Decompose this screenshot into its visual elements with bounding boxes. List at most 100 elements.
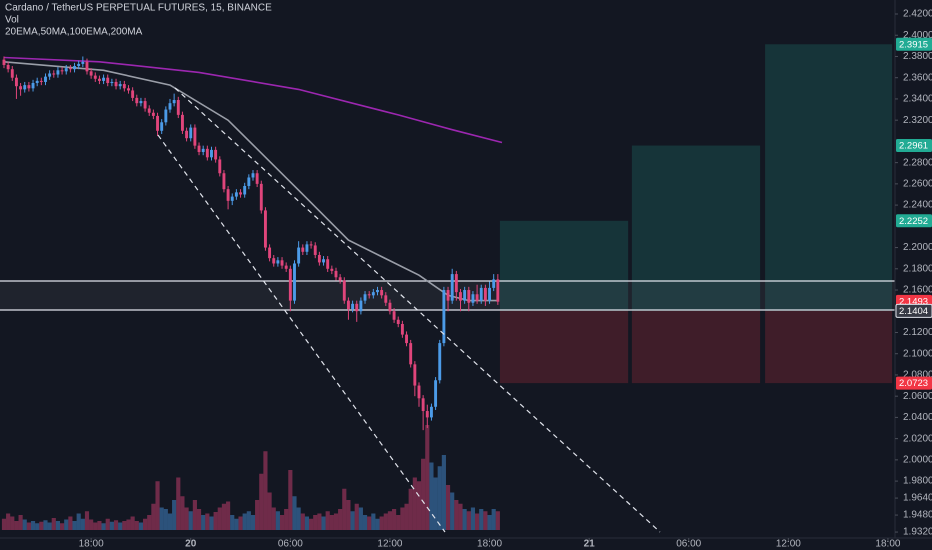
volume-bar <box>64 519 69 530</box>
candle-body <box>268 247 272 259</box>
volume-bar <box>35 523 40 530</box>
volume-bar <box>76 513 81 530</box>
candle-body <box>131 90 135 98</box>
candle-body <box>81 61 85 64</box>
candle-body <box>380 290 384 296</box>
volume-bar <box>188 511 193 530</box>
volume-bar <box>466 511 471 530</box>
volume-bar <box>221 503 227 530</box>
candle-body <box>243 185 247 195</box>
volume-bar <box>445 485 451 530</box>
volume-bar <box>30 521 36 530</box>
volume-bar <box>441 455 446 530</box>
volume-bar <box>358 507 363 530</box>
y-tick-label: 2.4000 <box>903 30 932 41</box>
y-tick-label: 2.0000 <box>903 455 932 466</box>
candle-body <box>56 70 60 75</box>
y-tick-label: 2.0400 <box>903 412 932 423</box>
candle-body <box>197 145 201 153</box>
volume-bar <box>367 516 372 530</box>
candle-body <box>110 81 114 84</box>
candle-body <box>276 260 280 264</box>
volume-bar <box>387 511 393 530</box>
volume-bar <box>346 500 351 530</box>
candle-body <box>338 277 342 281</box>
candle-body <box>106 77 110 84</box>
price-badge-label: 2.1493 <box>899 296 928 307</box>
volume-bar <box>22 519 27 530</box>
candle-body <box>180 114 184 131</box>
volume-bar <box>26 522 31 530</box>
candle-body <box>359 300 363 312</box>
y-tick-label: 2.1600 <box>903 285 932 296</box>
candle-body <box>222 173 226 190</box>
candle-body <box>496 279 500 302</box>
candle-body <box>346 300 350 310</box>
profit-zone <box>499 220 629 311</box>
volume-bar <box>113 520 119 530</box>
volume-bar <box>383 513 388 530</box>
candle-body <box>413 364 417 386</box>
candle-body <box>44 76 47 82</box>
candle-body <box>317 254 321 263</box>
loss-zone <box>631 310 761 384</box>
volume-bar <box>250 515 256 530</box>
candle-body <box>309 244 313 246</box>
y-tick-label: 2.2800 <box>903 157 932 168</box>
volume-bar <box>379 516 384 530</box>
volume-bar <box>105 518 110 530</box>
volume-bar <box>317 513 322 530</box>
candle-body <box>64 68 68 72</box>
candle-body <box>284 265 288 269</box>
y-tick-label: 2.2600 <box>903 179 932 190</box>
volume-bar <box>39 521 44 530</box>
price-badge <box>896 139 932 153</box>
volume-bar <box>201 515 206 530</box>
volume-bar <box>143 518 148 530</box>
volume-bar <box>230 515 235 530</box>
y-tick-label: 2.3800 <box>903 51 932 62</box>
volume-bar <box>55 521 61 530</box>
volume-bar <box>408 488 413 530</box>
volume-bar <box>450 492 455 530</box>
candle-body <box>355 303 359 312</box>
candle-body <box>396 319 400 324</box>
candle-body <box>60 70 64 72</box>
candle-body <box>288 268 292 301</box>
volume-bar <box>176 477 181 530</box>
candle-body <box>218 159 222 174</box>
x-tick-label: 06:00 <box>278 539 303 550</box>
volume-bar <box>362 515 368 530</box>
candle-body <box>52 73 56 75</box>
volume-bar <box>163 509 168 530</box>
candle-body <box>459 292 462 301</box>
price-badge <box>895 303 932 318</box>
volume-bar <box>392 509 397 530</box>
candle-body <box>488 287 491 301</box>
y-tick-label: 2.1800 <box>903 263 932 274</box>
candle-body <box>405 334 408 344</box>
candle-body <box>417 385 421 399</box>
candle-body <box>143 101 147 109</box>
volume-bar <box>180 496 185 530</box>
y-tick-label: 2.0800 <box>903 370 932 381</box>
x-tick-label: 21 <box>584 539 596 550</box>
volume-bar <box>371 513 376 530</box>
volume-bar <box>89 519 94 530</box>
candle-body <box>384 295 388 303</box>
candle-body <box>77 63 81 67</box>
volume-bar <box>475 513 480 530</box>
candle-body <box>127 88 130 91</box>
candle-body <box>367 294 371 296</box>
volume-bar <box>97 521 102 530</box>
volume-bar <box>462 509 467 530</box>
volume-bar <box>196 509 202 530</box>
channel-line <box>157 134 446 533</box>
volume-bar <box>255 500 260 530</box>
subtitle: Vol <box>5 15 19 26</box>
volume-bar <box>68 516 73 530</box>
candle-body <box>164 109 168 123</box>
y-tick-label: 2.3400 <box>903 94 932 105</box>
candle-body <box>363 294 367 301</box>
